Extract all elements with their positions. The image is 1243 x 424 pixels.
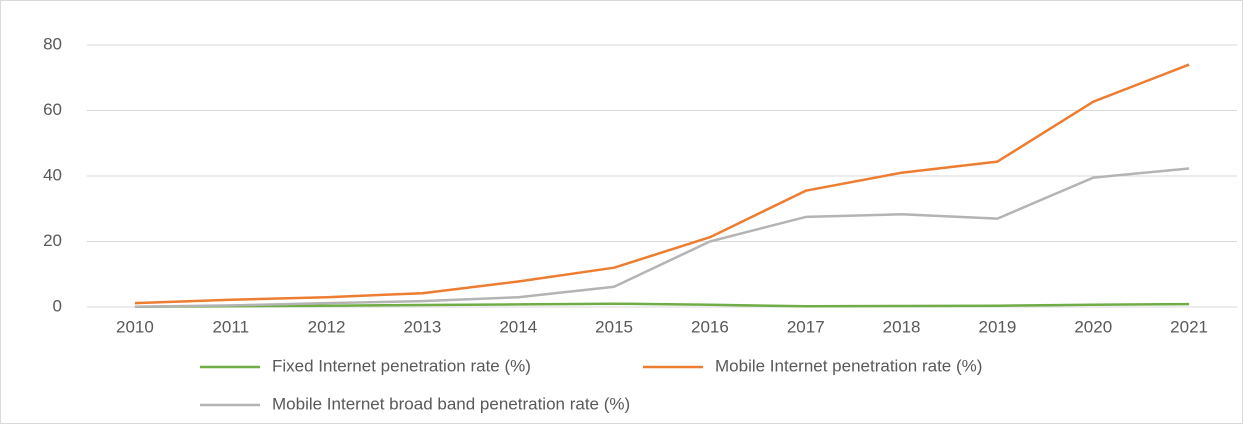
x-tick-label: 2011 — [212, 317, 249, 336]
x-tick-label: 2021 — [1170, 317, 1208, 336]
x-tick-label: 2017 — [787, 317, 825, 336]
x-tick-label: 2019 — [979, 317, 1017, 336]
legend-label: Mobile Internet penetration rate (%) — [715, 356, 982, 375]
x-tick-label: 2018 — [883, 317, 921, 336]
y-tick-label: 40 — [43, 165, 62, 184]
y-tick-label: 60 — [43, 100, 62, 119]
x-tick-label: 2010 — [116, 317, 154, 336]
series-line — [134, 302, 1190, 308]
x-tick-label: 2016 — [691, 317, 729, 336]
y-tick-label: 20 — [43, 231, 62, 250]
y-tick-label: 80 — [43, 34, 62, 53]
legend-label: Fixed Internet penetration rate (%) — [272, 356, 531, 375]
legend-label: Mobile Internet broad band penetration r… — [272, 394, 630, 413]
x-tick-label: 2020 — [1074, 317, 1112, 336]
x-tick-label: 2013 — [404, 317, 442, 336]
x-tick-label: 2012 — [308, 317, 346, 336]
x-tick-label: 2015 — [595, 317, 633, 336]
y-tick-label: 0 — [53, 296, 62, 315]
x-tick-label: 2014 — [499, 317, 537, 336]
series-line — [134, 167, 1190, 308]
series-line — [134, 63, 1190, 305]
